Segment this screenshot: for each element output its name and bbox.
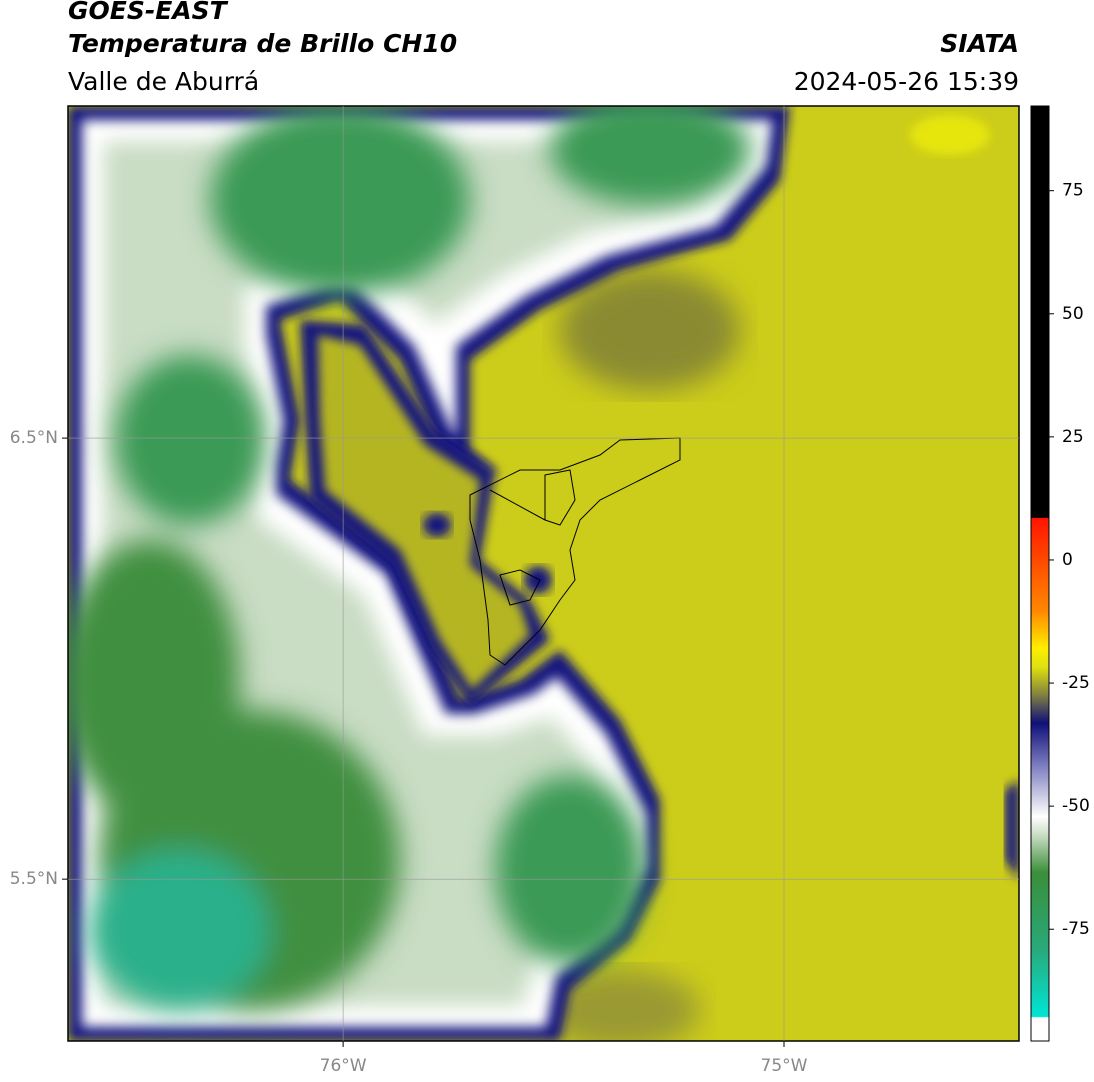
colorbar-tick-label: 0 [1062,550,1073,570]
colorbar [1030,105,1050,1042]
subtitle: Temperatura de Brillo CH10 [68,29,457,58]
region: Valle de Aburrá [68,67,259,96]
source: SIATA [940,29,1019,58]
lon-tick-label: 76°W [320,1056,367,1076]
satellite-image [68,106,1019,1041]
title: GOES-EAST [68,0,229,25]
aburra-boundaries [469,437,681,666]
colorbar-tick-label: -75 [1062,919,1090,939]
map-frame [67,105,1020,1042]
colorbar-tick-label: 50 [1062,304,1084,324]
timestamp: 2024-05-26 15:39 [794,67,1019,96]
colorbar-tick-label: -50 [1062,796,1090,816]
colorbar-tick-label: 25 [1062,427,1084,447]
colorbar-tick-label: -25 [1062,673,1090,693]
lon-tick-label: 75°W [761,1056,808,1076]
colorbar-tick-label: 75 [1062,181,1084,201]
lat-tick-label: 5.5°N [10,869,58,889]
lat-tick-label: 6.5°N [10,428,58,448]
